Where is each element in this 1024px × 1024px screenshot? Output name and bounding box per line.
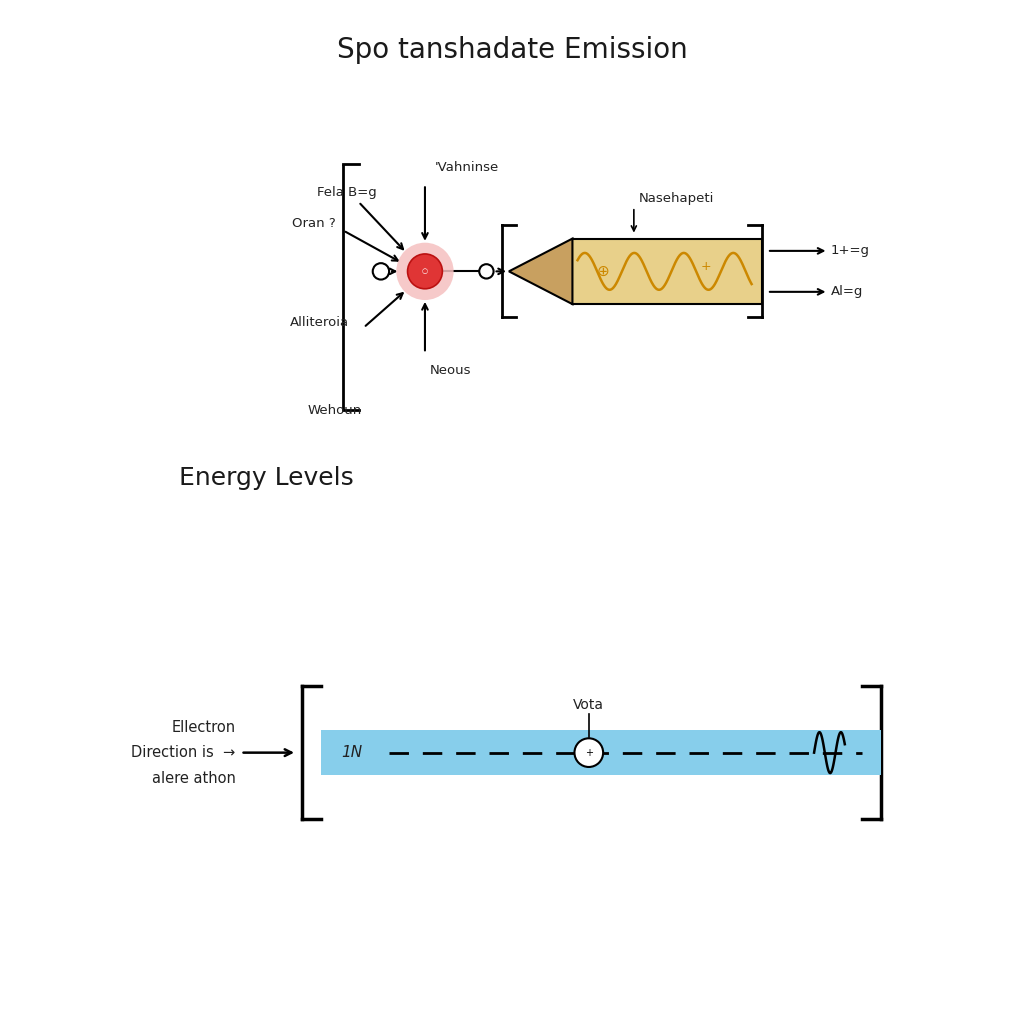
Text: Al=g: Al=g	[830, 286, 863, 298]
Text: Energy Levels: Energy Levels	[179, 466, 354, 489]
Circle shape	[574, 738, 603, 767]
Bar	[321, 730, 881, 775]
Text: Vota: Vota	[573, 697, 604, 712]
Text: alere athon: alere athon	[152, 771, 236, 785]
Circle shape	[408, 254, 442, 289]
Text: Wehoun: Wehoun	[307, 404, 361, 418]
Polygon shape	[509, 239, 572, 304]
Text: 1N: 1N	[341, 745, 362, 760]
Text: Ellectron: Ellectron	[171, 720, 236, 734]
Text: Oran ?: Oran ?	[292, 217, 336, 229]
Text: ⊕: ⊕	[597, 264, 609, 279]
Circle shape	[396, 243, 454, 300]
Text: Nasehapeti: Nasehapeti	[639, 191, 715, 205]
Circle shape	[479, 264, 494, 279]
Text: 'Vahninse: 'Vahninse	[435, 161, 500, 174]
Circle shape	[373, 263, 389, 280]
Text: Alliteroia: Alliteroia	[290, 316, 349, 329]
Text: Neous: Neous	[430, 364, 472, 377]
Text: Fela B=g: Fela B=g	[317, 186, 377, 199]
Text: +: +	[700, 260, 711, 272]
Text: Direction is  →: Direction is →	[131, 745, 236, 760]
Text: Spo tanshadate Emission: Spo tanshadate Emission	[337, 36, 687, 63]
Text: 1+=g: 1+=g	[830, 245, 869, 257]
Text: ○: ○	[422, 268, 428, 274]
Bar	[572, 239, 762, 304]
Text: +: +	[585, 748, 593, 758]
